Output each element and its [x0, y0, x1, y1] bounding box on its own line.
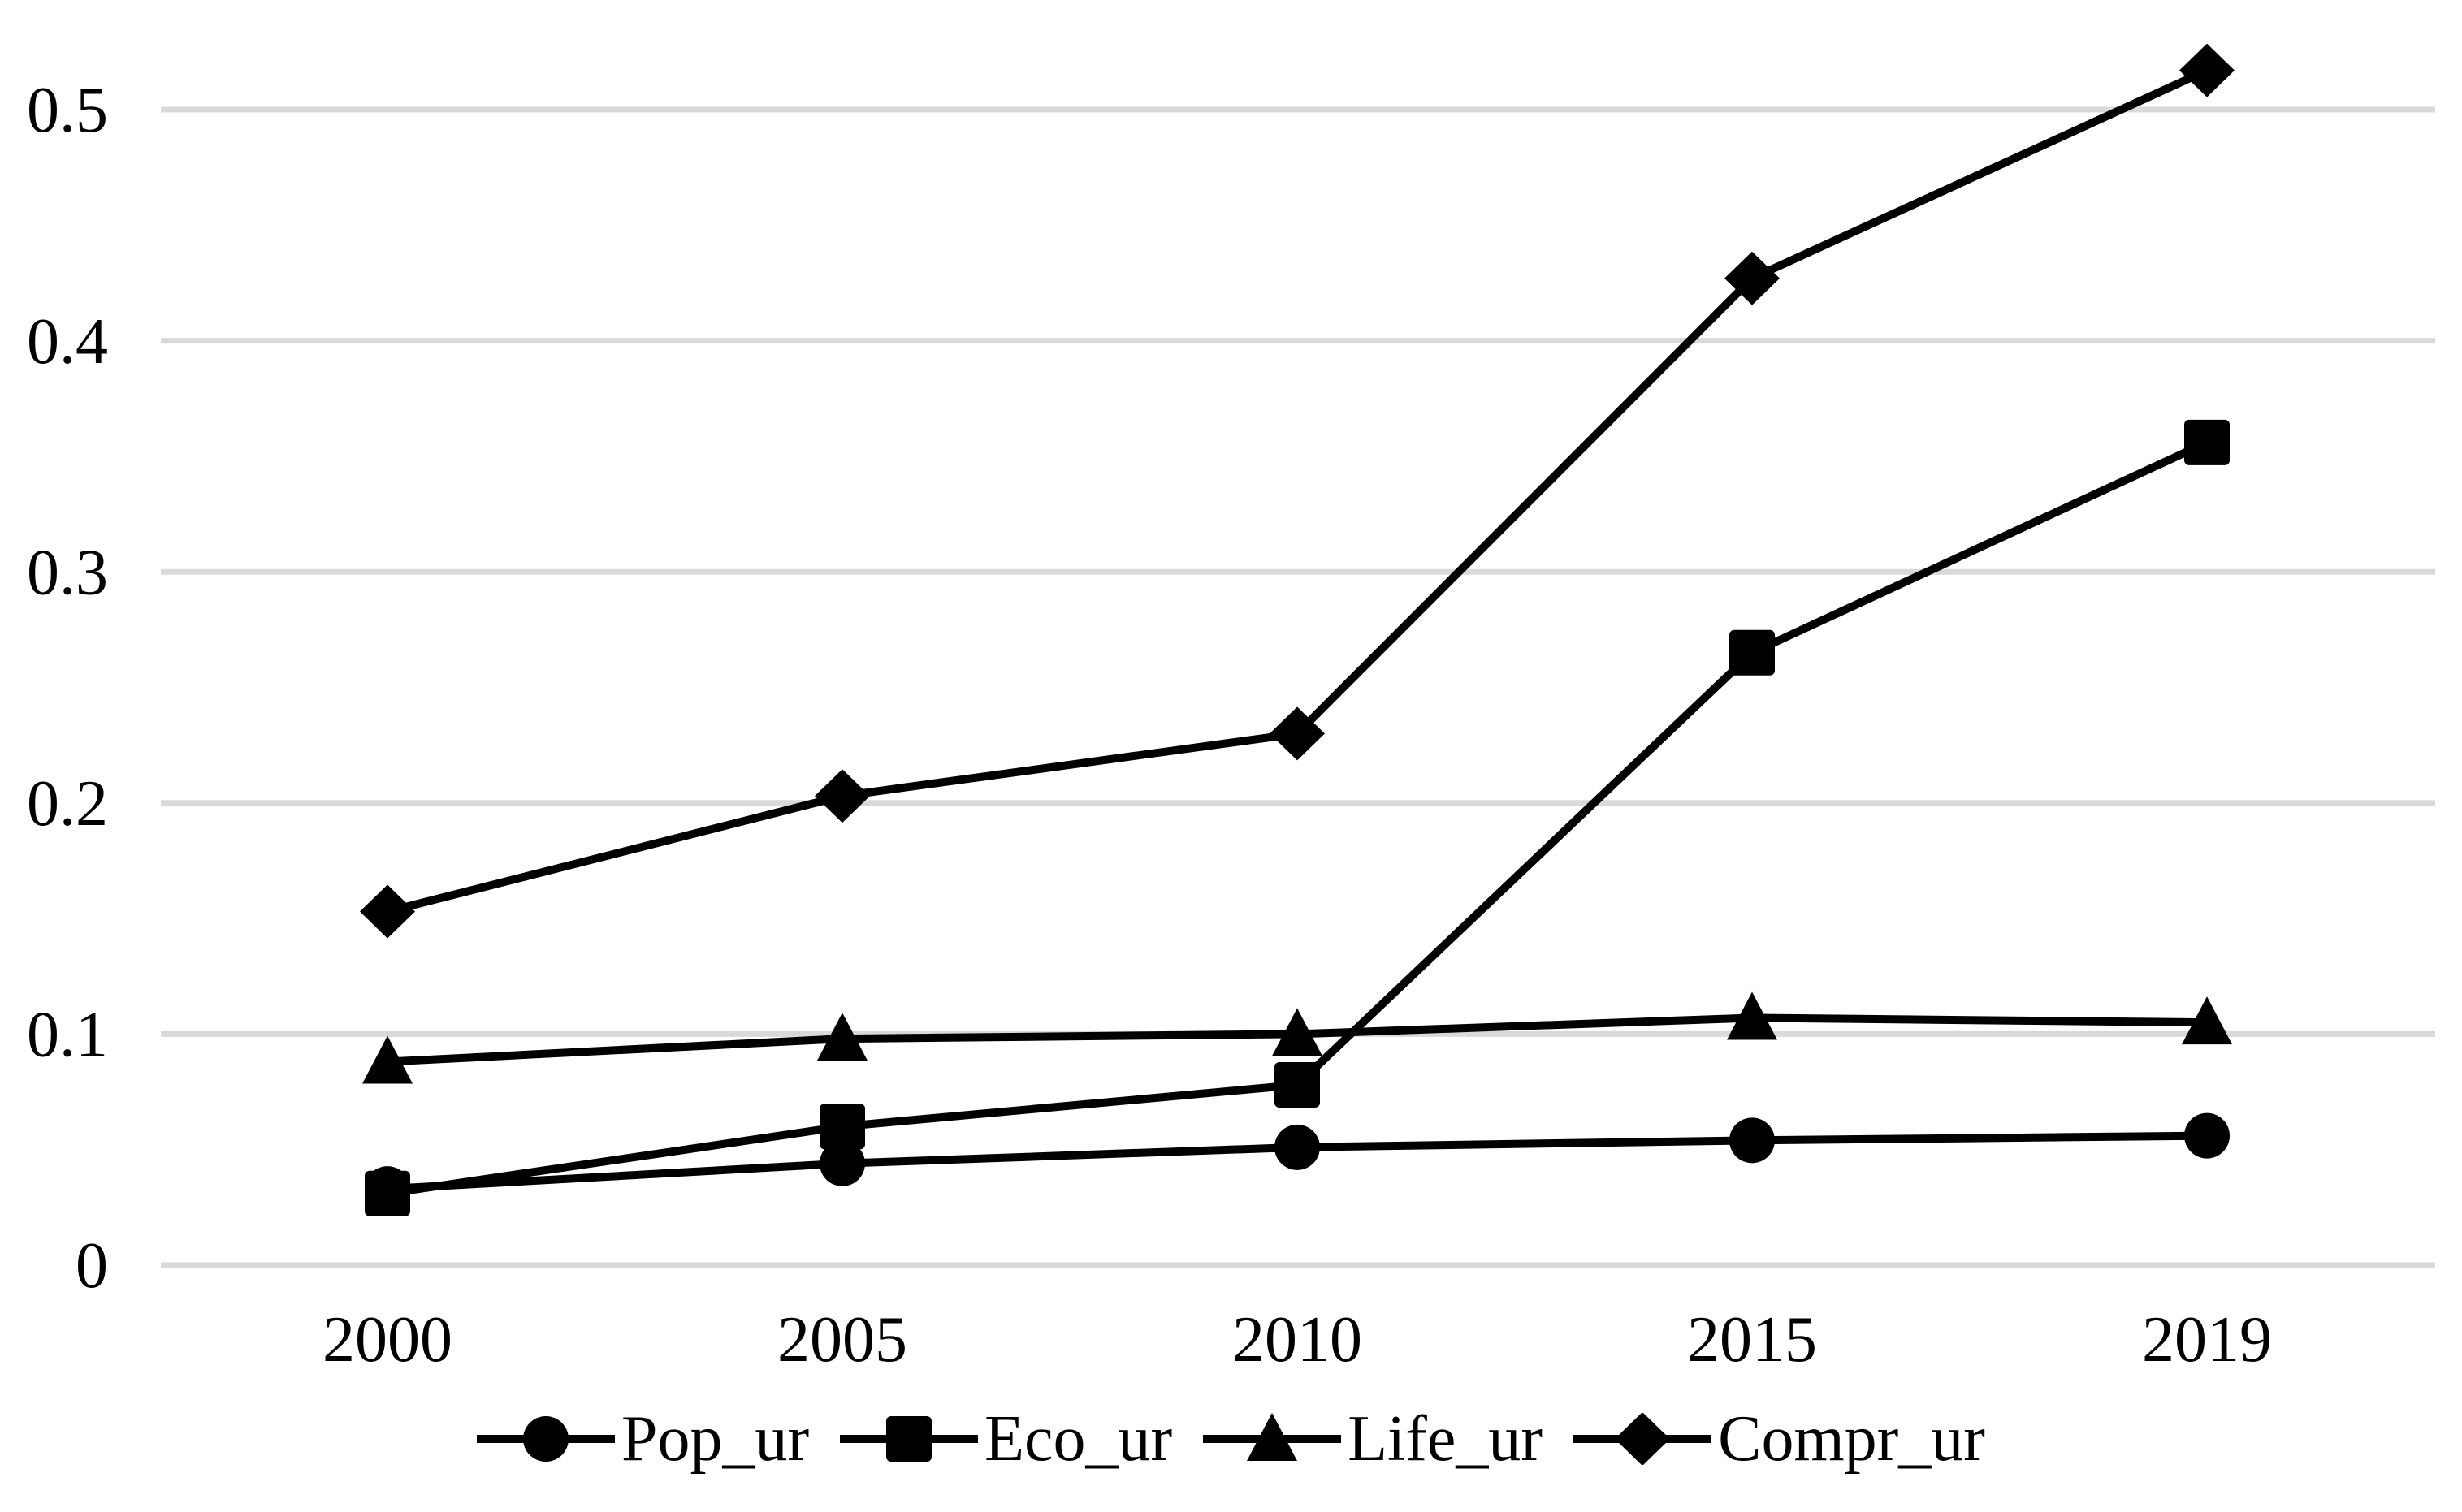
- marker-square-Eco_ur-2015: [1729, 629, 1775, 676]
- y-tick-label-0.5: 0.5: [27, 75, 108, 146]
- marker-diamond-Compr_ur-2015: [1724, 251, 1780, 305]
- x-tick-label-2019: 2019: [2142, 1304, 2272, 1376]
- legend-marker-triangle: [1247, 1413, 1298, 1461]
- y-tick-label-0.2: 0.2: [27, 768, 108, 840]
- legend-square-icon: [840, 1416, 979, 1462]
- x-tick-label-2005: 2005: [777, 1304, 907, 1376]
- marker-triangle-Life_ur-2019: [2182, 996, 2232, 1045]
- series-line-Compr_ur: [386, 67, 2209, 916]
- marker-circle-Pop_ur-2019: [2184, 1112, 2230, 1159]
- marker-circle-Pop_ur-2010: [1274, 1124, 1320, 1170]
- marker-diamond-Compr_ur-2019: [2179, 43, 2235, 97]
- marker-square-Eco_ur-2000: [365, 1170, 410, 1216]
- marker-square-Eco_ur-2019: [2184, 419, 2230, 465]
- legend: Pop_ur Eco_ur Life_ur Compr_ur: [0, 1403, 2462, 1475]
- marker-triangle-Life_ur-2005: [817, 1013, 868, 1061]
- marker-diamond-Compr_ur-2000: [360, 884, 415, 939]
- x-tick-label-2000: 2000: [322, 1304, 452, 1376]
- marker-triangle-Life_ur-2015: [1727, 991, 1777, 1040]
- marker-circle-Pop_ur-2015: [1729, 1117, 1775, 1164]
- y-tick-label-0.4: 0.4: [27, 306, 108, 378]
- legend-label-Compr_ur: Compr_ur: [1718, 1403, 1985, 1475]
- marker-circle-Pop_ur-2005: [820, 1140, 865, 1186]
- legend-label-Life_ur: Life_ur: [1348, 1403, 1543, 1475]
- y-tick-label-0: 0: [76, 1230, 108, 1302]
- marker-square-Eco_ur-2010: [1274, 1062, 1320, 1108]
- legend-marker-diamond: [1615, 1413, 1671, 1465]
- legend-label-Eco_ur: Eco_ur: [984, 1403, 1173, 1475]
- legend-diamond-icon: [1573, 1413, 1712, 1465]
- x-tick-label-2010: 2010: [1232, 1304, 1362, 1376]
- legend-item-Pop_ur: Pop_ur: [477, 1403, 809, 1475]
- legend-triangle-icon: [1203, 1413, 1342, 1461]
- legend-item-Compr_ur: Compr_ur: [1573, 1403, 1985, 1475]
- y-tick-label-0.1: 0.1: [27, 1000, 108, 1071]
- legend-circle-icon: [477, 1416, 616, 1462]
- marker-diamond-Compr_ur-2005: [815, 769, 870, 823]
- legend-label-Pop_ur: Pop_ur: [621, 1403, 810, 1475]
- legend-item-Eco_ur: Eco_ur: [840, 1403, 1172, 1475]
- marker-triangle-Life_ur-2010: [1272, 1008, 1322, 1056]
- legend-marker-circle: [523, 1416, 569, 1462]
- marker-triangle-Life_ur-2000: [362, 1035, 413, 1084]
- y-tick-label-0.3: 0.3: [27, 537, 108, 608]
- marker-diamond-Compr_ur-2010: [1270, 706, 1325, 761]
- x-tick-label-2015: 2015: [1687, 1304, 1817, 1376]
- marker-square-Eco_ur-2005: [820, 1104, 865, 1150]
- legend-marker-square: [886, 1416, 932, 1462]
- legend-item-Life_ur: Life_ur: [1203, 1403, 1543, 1475]
